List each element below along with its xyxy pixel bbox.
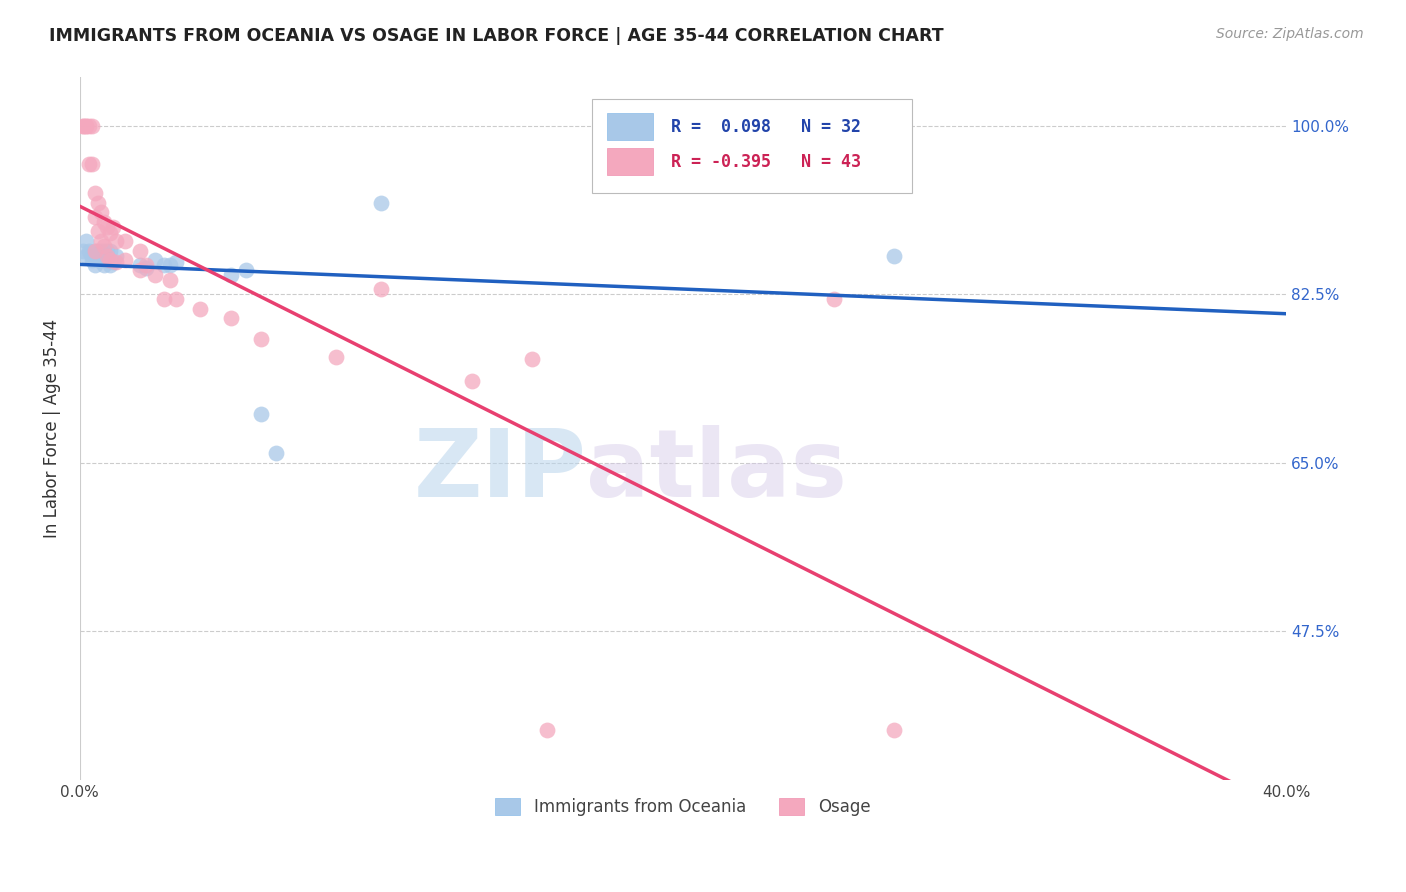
- Point: [90, 253, 112, 268]
- Point: [264, 446, 287, 460]
- Point: [77, 244, 100, 258]
- Point: [823, 292, 845, 306]
- Point: [114, 234, 136, 248]
- Point: [153, 258, 176, 272]
- Point: [105, 255, 128, 269]
- Legend: Immigrants from Oceania, Osage: Immigrants from Oceania, Osage: [486, 789, 879, 825]
- Point: [325, 350, 347, 364]
- Point: [143, 268, 166, 282]
- Point: [96, 244, 118, 258]
- Point: [101, 219, 124, 234]
- Text: Source: ZipAtlas.com: Source: ZipAtlas.com: [1216, 27, 1364, 41]
- FancyBboxPatch shape: [592, 98, 912, 194]
- Point: [101, 255, 124, 269]
- Point: [114, 253, 136, 268]
- Point: [90, 234, 112, 248]
- Point: [98, 244, 121, 258]
- Point: [883, 723, 905, 738]
- Point: [75, 119, 97, 133]
- Point: [84, 244, 107, 258]
- Point: [93, 258, 115, 272]
- Y-axis label: In Labor Force | Age 35-44: In Labor Force | Age 35-44: [44, 319, 60, 539]
- Point: [93, 215, 115, 229]
- Point: [159, 272, 181, 286]
- Point: [77, 119, 100, 133]
- Point: [129, 258, 152, 272]
- Point: [129, 263, 152, 277]
- Point: [165, 255, 187, 269]
- Point: [77, 157, 100, 171]
- Point: [96, 253, 118, 268]
- Text: ZIP: ZIP: [413, 425, 586, 517]
- Point: [135, 261, 157, 276]
- Point: [90, 244, 112, 258]
- Point: [219, 268, 242, 282]
- Point: [249, 408, 271, 422]
- Point: [105, 249, 128, 263]
- Point: [84, 244, 107, 258]
- FancyBboxPatch shape: [607, 148, 652, 175]
- Point: [87, 225, 110, 239]
- Point: [75, 234, 97, 248]
- Point: [370, 282, 392, 296]
- Point: [536, 723, 558, 738]
- Point: [72, 119, 94, 133]
- Point: [93, 239, 115, 253]
- Point: [370, 195, 392, 210]
- Point: [72, 244, 94, 258]
- Point: [80, 157, 103, 171]
- Point: [461, 374, 484, 388]
- Point: [135, 258, 157, 272]
- Point: [520, 351, 543, 366]
- Point: [129, 244, 152, 258]
- Point: [80, 119, 103, 133]
- Point: [190, 301, 212, 316]
- Point: [80, 249, 103, 263]
- Point: [249, 332, 271, 346]
- Point: [165, 292, 187, 306]
- Point: [84, 258, 107, 272]
- Point: [159, 258, 181, 272]
- Text: IMMIGRANTS FROM OCEANIA VS OSAGE IN LABOR FORCE | AGE 35-44 CORRELATION CHART: IMMIGRANTS FROM OCEANIA VS OSAGE IN LABO…: [49, 27, 943, 45]
- Point: [84, 210, 107, 224]
- Point: [219, 311, 242, 326]
- Point: [87, 244, 110, 258]
- Point: [75, 249, 97, 263]
- Point: [98, 253, 121, 268]
- Point: [96, 219, 118, 234]
- Point: [75, 119, 97, 133]
- Point: [98, 227, 121, 241]
- Point: [80, 253, 103, 268]
- Point: [883, 249, 905, 263]
- Text: R =  0.098   N = 32: R = 0.098 N = 32: [671, 118, 860, 136]
- Text: R = -0.395   N = 43: R = -0.395 N = 43: [671, 153, 860, 170]
- Point: [84, 186, 107, 200]
- FancyBboxPatch shape: [607, 113, 652, 140]
- Point: [98, 258, 121, 272]
- Point: [153, 292, 176, 306]
- Point: [105, 234, 128, 248]
- Point: [72, 119, 94, 133]
- Point: [87, 253, 110, 268]
- Point: [235, 263, 257, 277]
- Point: [87, 195, 110, 210]
- Point: [143, 253, 166, 268]
- Point: [93, 244, 115, 258]
- Point: [90, 205, 112, 219]
- Point: [96, 249, 118, 263]
- Text: atlas: atlas: [586, 425, 848, 517]
